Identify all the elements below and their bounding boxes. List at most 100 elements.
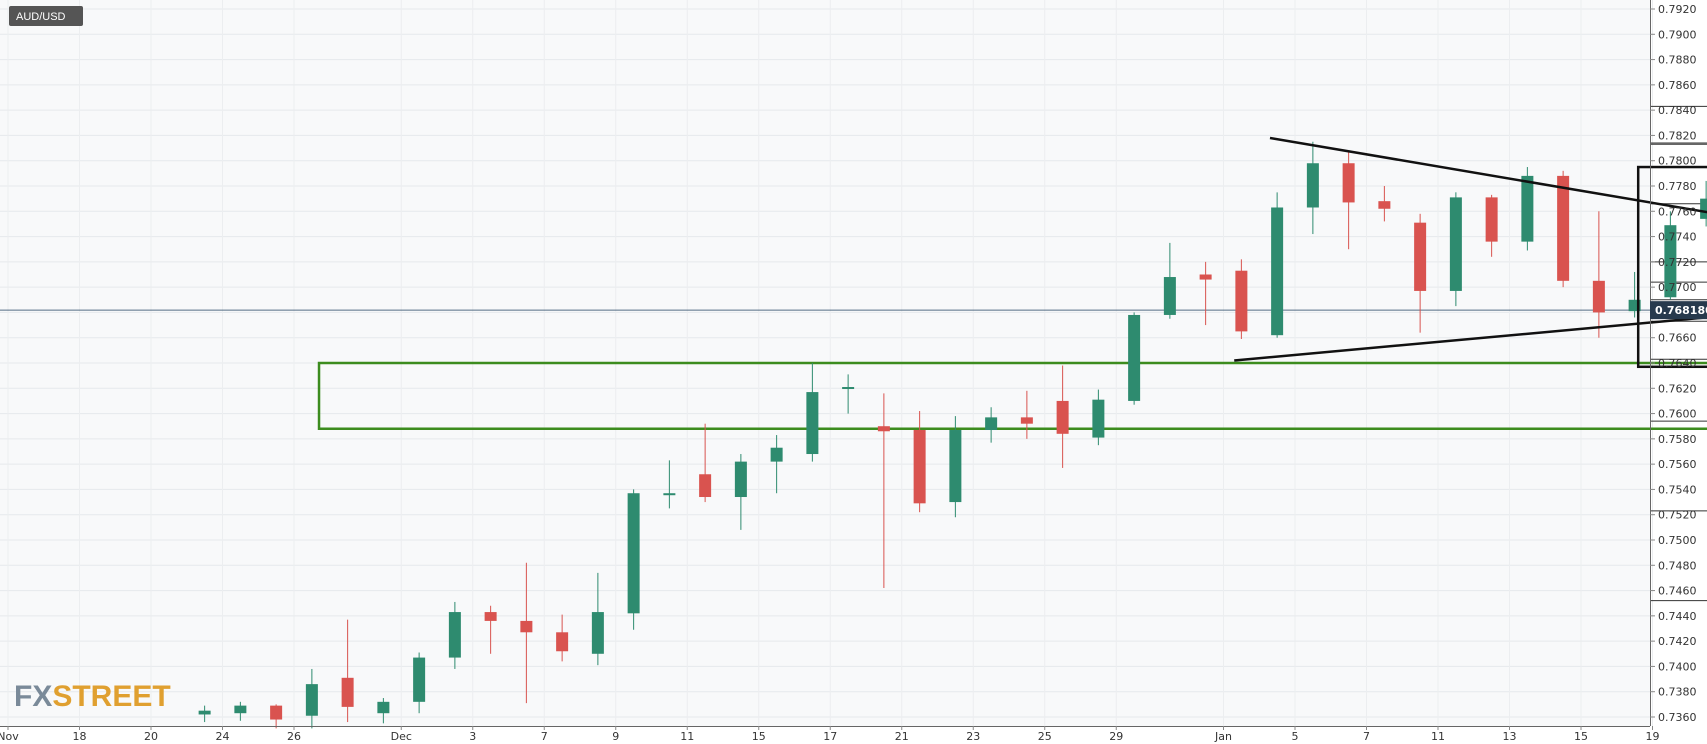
candle-bullish (1664, 225, 1677, 298)
y-tick-label: 0.7440 (1658, 610, 1697, 623)
y-tick-label: 0.7460 (1658, 585, 1697, 598)
y-tick-label: 0.7800 (1658, 155, 1697, 168)
y-tick-label: 0.7520 (1658, 509, 1697, 522)
candle-bearish (1592, 280, 1605, 313)
current-price-badge-bg (1650, 301, 1707, 320)
candle-bullish (1271, 207, 1284, 336)
candle-bullish (1521, 175, 1534, 242)
candle-bearish (1056, 400, 1069, 434)
candle-bearish (1485, 197, 1498, 242)
candle-bearish (699, 474, 712, 498)
triangle-upper-trendline (1269, 136, 1707, 214)
candle-bullish (1700, 198, 1707, 219)
y-tick-label: 0.7480 (1658, 559, 1697, 572)
symbol-badge-bg (9, 6, 83, 26)
y-tick-label: 0.7620 (1658, 382, 1697, 395)
candle-bullish (305, 684, 318, 716)
x-tick-label: 7 (1363, 730, 1370, 743)
x-tick-label: 11 (680, 730, 694, 743)
support-zone (317, 361, 1707, 430)
y-tick-label: 0.7400 (1658, 660, 1697, 673)
y-tick-label: 0.7360 (1658, 711, 1697, 724)
x-tick-label: 7 (541, 730, 548, 743)
candle-bullish (1128, 314, 1141, 401)
x-tick-label: 5 (1292, 730, 1299, 743)
y-tick-label: 0.7760 (1658, 205, 1697, 218)
candle-bullish (842, 387, 855, 390)
candle-bearish (1378, 201, 1391, 209)
candle-bearish (556, 632, 569, 652)
y-tick-label: 0.7580 (1658, 433, 1697, 446)
svg-text:FXSTREET: FXSTREET (14, 680, 171, 713)
candle-bullish (591, 612, 604, 654)
x-tick-label: Dec (391, 730, 412, 743)
candle-bullish (627, 493, 640, 614)
x-tick-label: 17 (823, 730, 837, 743)
x-tick-label: 23 (966, 730, 980, 743)
candle-bearish (1414, 222, 1427, 291)
candle-bullish (413, 657, 426, 702)
grid (0, 0, 1653, 726)
y-tick-label: 0.7420 (1658, 635, 1697, 648)
y-tick-label: 0.7700 (1658, 281, 1697, 294)
candle-bearish (877, 426, 890, 432)
candle-bullish (663, 493, 676, 496)
symbol-badge[interactable]: AUD/USD (9, 6, 83, 26)
x-tick-label: 26 (287, 730, 301, 743)
x-tick-label: 3 (469, 730, 476, 743)
y-tick-label: 0.7500 (1658, 534, 1697, 547)
candle-bearish (520, 620, 533, 633)
candle-bullish (1449, 197, 1462, 291)
x-tick-label: 15 (752, 730, 766, 743)
x-tick-label: 24 (216, 730, 230, 743)
candle-bullish (806, 392, 819, 455)
candles (198, 141, 1707, 729)
candle-bullish (198, 710, 211, 715)
support-zone-box (317, 361, 1707, 430)
candle-bullish (1628, 299, 1641, 312)
candle-bullish (1092, 399, 1105, 438)
candle-bearish (341, 677, 354, 707)
x-tick-label: 9 (612, 730, 619, 743)
y-tick-label: 0.7600 (1658, 408, 1697, 421)
symbol-label: AUD/USD (16, 11, 66, 23)
candle-bearish (913, 430, 926, 504)
x-axis-ticks: Nov 18 20 24 26 Dec 3 7 9 11 15 17 21 23 25 29 Jan 5 7 11 13… (0, 726, 1660, 743)
candle-bearish (1342, 163, 1355, 203)
x-tick-label: 25 (1038, 730, 1052, 743)
y-tick-label: 0.7780 (1658, 180, 1697, 193)
y-tick-label: 0.7560 (1658, 458, 1697, 471)
candle-bearish (484, 612, 497, 621)
candle-bearish (270, 705, 283, 720)
y-tick-label: 0.7640 (1658, 357, 1697, 370)
logo-part-fx: FX (14, 680, 52, 713)
y-tick-label: 0.7740 (1658, 231, 1697, 244)
candle-bullish (985, 417, 998, 431)
x-tick-label: Nov (0, 730, 19, 743)
y-tick-label: 0.7880 (1658, 54, 1697, 67)
y-tick-label: 0.7380 (1658, 686, 1697, 699)
candle-bearish (1235, 270, 1248, 332)
candle-bearish (1557, 175, 1570, 281)
current-price-badge: 0.768180 (1650, 301, 1707, 320)
y-tick-label: 0.7840 (1658, 104, 1697, 117)
candle-bullish (1306, 163, 1319, 208)
x-tick-label: 15 (1574, 730, 1588, 743)
current-price-label: 0.768180 (1655, 304, 1707, 317)
x-tick-label: 21 (895, 730, 909, 743)
candle-bullish (377, 701, 390, 714)
logo-part-street: STREET (52, 680, 170, 713)
candle-bullish (1163, 277, 1176, 315)
y-tick-label: 0.7900 (1658, 28, 1697, 41)
m-formation-box (1636, 165, 1707, 369)
y-axis-ticks: 0.7920 0.7900 0.7880 0.7860 0.7840 0.7820 0.78… (1650, 3, 1697, 724)
candle-bearish (1199, 274, 1212, 280)
x-tick-label: 19 (1646, 730, 1660, 743)
fibonacci-levels: 161.8%138.2%100.0%61.8%50.0%38.2%23.6%0.… (0, 105, 1707, 602)
candle-bearish (1020, 417, 1033, 424)
candle-bullish (949, 430, 962, 503)
x-tick-label: 29 (1109, 730, 1123, 743)
x-tick-label: 11 (1431, 730, 1445, 743)
x-tick-label: 13 (1503, 730, 1517, 743)
